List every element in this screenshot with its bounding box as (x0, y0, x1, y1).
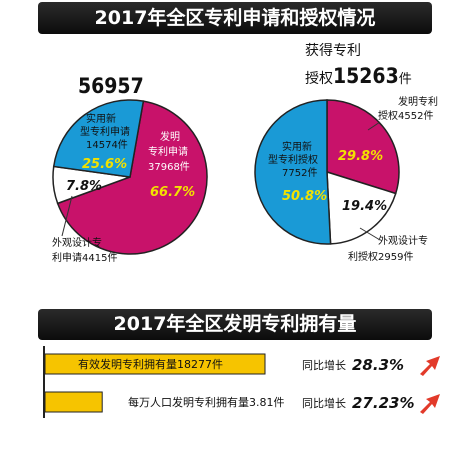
grant-pie-slice-0 (326, 99, 400, 195)
up-arrow-icon (420, 356, 440, 376)
title-banner-top: 2017年全区专利申请和授权情况 (38, 2, 432, 34)
right-utility-label-1: 实用新 (282, 140, 312, 153)
left-utility-pct: 25.6% (82, 157, 127, 172)
growth-prefix-1: 同比增长 (302, 396, 346, 410)
top-title: 2017年全区专利申请和授权情况 (94, 7, 376, 29)
right-invention-leader-line (367, 121, 381, 131)
right-design-label-2: 利授权2959件 (348, 250, 413, 263)
left-invention-label-1: 发明 (160, 130, 180, 143)
right-pie-unit: 件 (398, 72, 412, 87)
application-pie-slice-2 (52, 99, 145, 178)
left-design-label-1: 外观设计专 (52, 236, 102, 249)
application-pie-chart (52, 99, 208, 255)
bar-label-0: 有效发明专利拥有量18277件 (78, 357, 223, 371)
right-pie-caption-line2: 授权15263件 (305, 64, 412, 88)
right-design-pct: 19.4% (342, 199, 387, 214)
right-utility-label-3: 7752件 (282, 167, 317, 179)
bar-label-1: 每万人口发明专利拥有量3.81件 (128, 395, 285, 409)
left-invention-label-2: 专利申请 (148, 145, 188, 158)
right-design-leader-line (359, 227, 381, 241)
left-utility-label-1: 实用新 (86, 112, 116, 125)
grant-pie-chart (254, 99, 400, 245)
right-utility-label-2: 型专利授权 (268, 153, 318, 166)
left-pie-total: 56957 (78, 74, 144, 98)
title-banner-mid: 2017年全区发明专利拥有量 (38, 309, 432, 340)
left-design-label-2: 利申请4415件 (52, 251, 117, 264)
bar-0 (44, 353, 266, 375)
left-design-pct: 7.8% (66, 179, 102, 194)
grant-pie-slice-1 (326, 170, 397, 245)
growth-prefix-0: 同比增长 (302, 358, 346, 372)
right-design-label-1: 外观设计专 (378, 234, 428, 247)
right-utility-pct: 50.8% (282, 189, 327, 204)
right-invention-pct: 29.8% (338, 149, 383, 164)
right-pie-total: 15263 (333, 64, 399, 88)
pie-labels-layer: 实用新 型专利申请 14574件 25.6% 发明 专利申请 37968件 66… (52, 95, 438, 264)
mid-title: 2017年全区发明专利拥有量 (113, 313, 357, 335)
left-design-leader-line (61, 195, 73, 237)
left-invention-label-3: 37968件 (148, 161, 190, 173)
left-invention-pct: 66.7% (150, 185, 195, 200)
up-arrow-icon (420, 394, 440, 414)
right-pie-caption-line1: 获得专利 (305, 43, 361, 59)
application-pie-slice-0 (56, 100, 208, 255)
left-utility-label-2: 型专利申请 (80, 125, 130, 138)
grant-pie-slice-2 (254, 99, 332, 245)
bar-1 (44, 391, 103, 413)
left-utility-label-3: 14574件 (86, 139, 128, 151)
right-invention-label-2: 授权4552件 (378, 109, 433, 122)
growth-value-0: 28.3% (352, 356, 404, 374)
growth-value-1: 27.23% (352, 394, 414, 412)
right-pie-caption-prefix: 授权 (305, 71, 333, 87)
right-invention-label-1: 发明专利 (398, 95, 438, 108)
